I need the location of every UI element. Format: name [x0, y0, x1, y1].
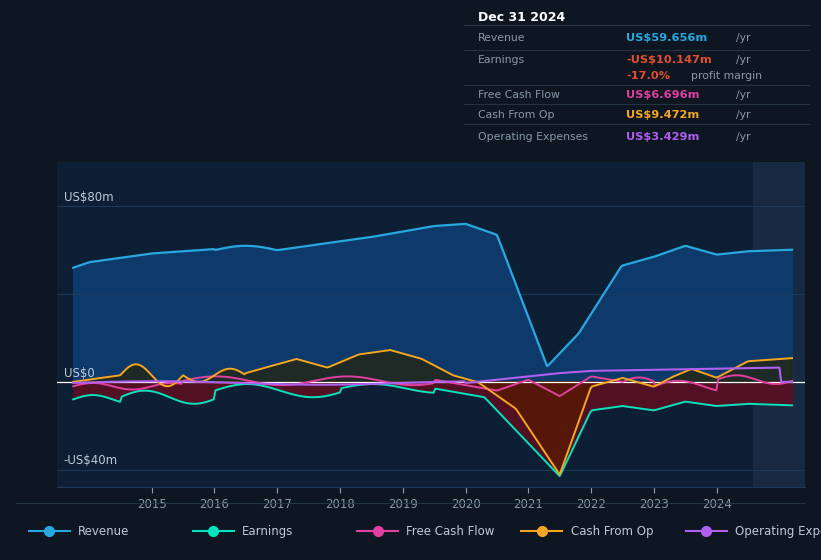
Text: US$80m: US$80m — [64, 191, 113, 204]
Text: Operating Expenses: Operating Expenses — [478, 132, 588, 142]
Text: US$59.656m: US$59.656m — [626, 34, 707, 44]
Text: Free Cash Flow: Free Cash Flow — [406, 525, 495, 538]
Text: /yr: /yr — [736, 90, 750, 100]
Text: /yr: /yr — [736, 55, 750, 65]
Text: Cash From Op: Cash From Op — [478, 110, 554, 119]
Text: /yr: /yr — [736, 132, 750, 142]
Text: -17.0%: -17.0% — [626, 71, 670, 81]
Text: /yr: /yr — [736, 34, 750, 44]
Text: profit margin: profit margin — [691, 71, 763, 81]
Text: Revenue: Revenue — [78, 525, 130, 538]
Text: US$3.429m: US$3.429m — [626, 132, 699, 142]
Text: Earnings: Earnings — [242, 525, 294, 538]
Text: US$9.472m: US$9.472m — [626, 110, 699, 119]
Text: US$0: US$0 — [64, 367, 94, 380]
Bar — [753, 162, 805, 487]
Text: Cash From Op: Cash From Op — [571, 525, 653, 538]
Text: Operating Expenses: Operating Expenses — [735, 525, 821, 538]
Text: Free Cash Flow: Free Cash Flow — [478, 90, 560, 100]
Text: Earnings: Earnings — [478, 55, 525, 65]
Text: Dec 31 2024: Dec 31 2024 — [478, 11, 565, 24]
Text: Revenue: Revenue — [478, 34, 525, 44]
Text: -US$10.147m: -US$10.147m — [626, 55, 712, 65]
Text: US$6.696m: US$6.696m — [626, 90, 699, 100]
Text: /yr: /yr — [736, 110, 750, 119]
Text: -US$40m: -US$40m — [64, 455, 118, 468]
